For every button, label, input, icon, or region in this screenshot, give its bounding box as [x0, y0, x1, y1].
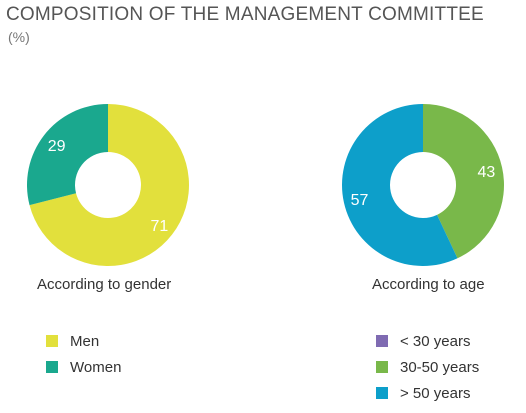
legend-label-under-30: < 30 years [400, 332, 471, 350]
legend-label-men: Men [70, 332, 100, 350]
legend-swatch-under-30 [376, 335, 388, 347]
age-legend: < 30 years 30-50 years > 50 years [376, 328, 479, 406]
slice-over-50 [342, 103, 458, 266]
donut-chart-gender: 71 29 [26, 104, 190, 266]
age-chart-caption: According to age [372, 276, 485, 293]
donut-chart-age: 43 57 [342, 103, 505, 266]
label-men: 71 [150, 218, 168, 235]
legend-item-men: Men [46, 328, 121, 354]
label-women: 29 [48, 138, 66, 155]
legend-swatch-30-50 [376, 361, 388, 373]
legend-label-women: Women [70, 358, 122, 376]
slice-men [29, 104, 190, 266]
label-over-50: 57 [351, 192, 369, 209]
legend-swatch-over-50 [376, 387, 388, 399]
legend-swatch-men [46, 335, 58, 347]
legend-item-under-30: < 30 years [376, 328, 479, 354]
gender-chart-caption: According to gender [37, 276, 172, 293]
chart-subtitle: (%) [8, 29, 30, 45]
gender-legend: Men Women [46, 328, 121, 380]
label-30-50: 43 [478, 164, 496, 181]
legend-item-women: Women [46, 354, 121, 380]
slice-30-50 [423, 104, 505, 259]
legend-item-over-50: > 50 years [376, 380, 479, 406]
slice-women [26, 104, 108, 206]
legend-label-over-50: > 50 years [400, 384, 471, 402]
legend-label-30-50: 30-50 years [400, 358, 480, 376]
chart-title: COMPOSITION OF THE MANAGEMENT COMMITTEE [6, 4, 484, 25]
legend-item-30-50: 30-50 years [376, 354, 479, 380]
legend-swatch-women [46, 361, 58, 373]
